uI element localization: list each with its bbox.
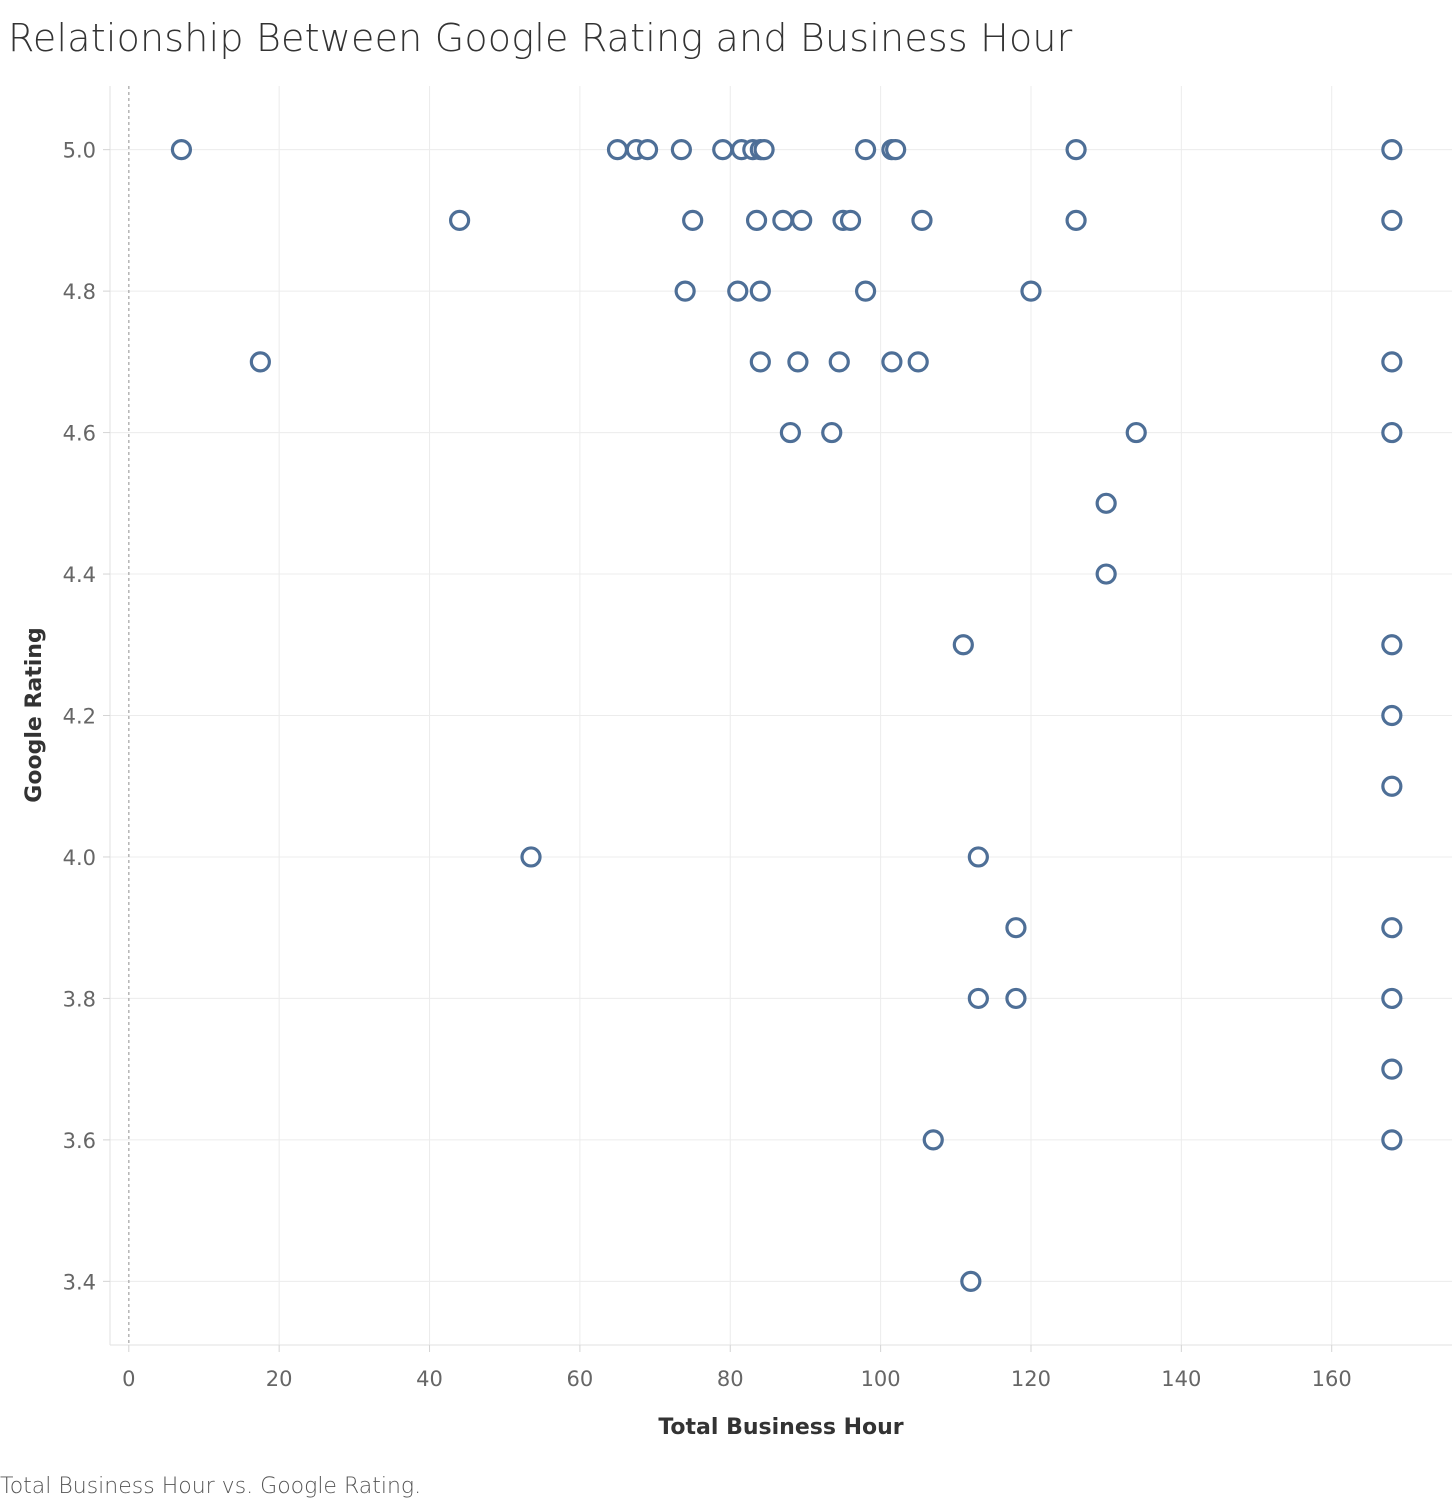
y-tick-label: 4.2 [63,705,96,729]
x-axis-ticks: 0 20 40 60 80 100 120 140 160 [122,1345,1352,1391]
data-point [922,1129,944,1151]
data-point [1095,492,1117,514]
data-point [967,987,989,1010]
x-axis-label: Total Business Hour [658,1415,903,1440]
data-point [911,209,933,231]
data-point [821,421,843,444]
data-point [787,351,809,373]
x-tick-label: 100 [861,1367,901,1391]
x-tick-label: 120 [1011,1367,1051,1391]
y-tick-label: 5.0 [63,139,96,163]
y-tick-label: 3.4 [63,1270,96,1294]
y-tick-label: 3.8 [63,987,96,1011]
data-point [1005,917,1027,939]
y-tick-label: 4.6 [63,422,96,446]
x-tick-label: 160 [1312,1367,1352,1391]
y-tick-label: 4.0 [63,846,96,870]
y-tick-label: 3.6 [63,1129,96,1153]
data-point [727,280,749,302]
x-tick-label: 20 [266,1367,293,1391]
x-tick-label: 140 [1161,1367,1201,1391]
data-point [749,351,771,373]
grid [109,86,1452,1346]
data-point [636,139,659,161]
y-tick-label: 4.4 [63,563,96,587]
data-point [670,139,692,161]
data-point [1381,775,1403,797]
data-point [1020,280,1042,302]
y-axis-ticks: 3.4 3.6 3.8 4.0 4.2 4.4 4.6 4.8 5.0 [63,139,110,1294]
data-point [249,351,271,373]
data-point [1065,209,1087,231]
data-points [170,139,1403,1292]
data-point [1381,987,1403,1010]
data-point [772,209,794,231]
data-point [967,846,989,868]
data-point [1381,704,1403,727]
data-point [1381,1058,1403,1080]
chart-title: Relationship Between Google Rating and B… [8,16,1073,60]
data-point [753,139,775,161]
y-axis-label: Google Rating [22,627,47,802]
data-point [1065,139,1087,161]
data-point [745,209,768,231]
chart-caption: Total Business Hour vs. Google Rating. [0,1474,422,1499]
data-point [881,351,903,373]
x-tick-label: 80 [717,1367,744,1391]
data-point [854,139,877,161]
data-point [791,209,813,231]
data-point [828,351,850,373]
y-tick-label: 4.8 [63,280,96,304]
data-point [1381,351,1403,373]
x-tick-label: 60 [567,1367,594,1391]
data-point [960,1270,982,1292]
data-point [1381,209,1403,231]
data-point [749,280,771,302]
data-point [1381,917,1403,939]
data-point [1381,634,1403,656]
x-tick-label: 40 [416,1367,443,1391]
data-point [1381,421,1403,444]
data-point [712,139,734,161]
data-point [1381,1129,1403,1151]
data-point [952,634,974,656]
data-point [1005,987,1027,1010]
data-point [606,139,629,161]
data-point [674,280,696,302]
data-point [854,280,877,302]
data-point [839,209,862,231]
data-point [682,209,704,231]
data-point [1125,421,1147,444]
data-point [779,421,801,444]
data-point [170,139,193,161]
data-point [885,139,907,161]
data-point [907,351,929,373]
data-point [520,846,542,868]
x-tick-label: 0 [122,1367,135,1391]
data-point [1381,139,1403,161]
data-point [448,209,471,231]
data-point [1095,563,1117,585]
